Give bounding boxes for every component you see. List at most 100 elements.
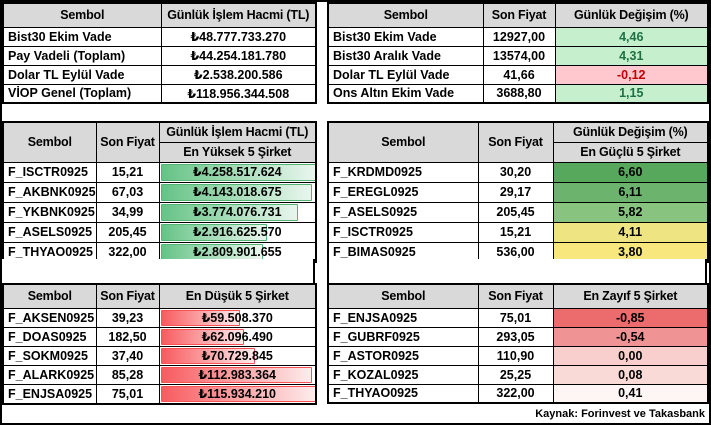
symbol-cell: F_KOZAL0925 bbox=[327, 364, 479, 385]
volume-bar-cell: ₺2.916.625.570 bbox=[158, 221, 317, 243]
change-cell: 6,11 bbox=[552, 181, 709, 203]
table-row: F_THYAO0925 322,00 0,41 bbox=[327, 383, 709, 404]
green-data-bar bbox=[160, 163, 315, 181]
change-cell: -0,85 bbox=[552, 307, 709, 328]
change-cell: 6,60 bbox=[552, 161, 709, 183]
table-row: F_ASELS0925 205,45 ₺2.916.625.570 bbox=[2, 221, 317, 243]
volume-bar-cell: ₺62.096.490 bbox=[158, 326, 317, 347]
volume-bar-cell: ₺115.934.210 bbox=[158, 383, 317, 404]
price-cell: 39,23 bbox=[95, 307, 160, 328]
volume-summary-table: Sembol Günlük İşlem Hacmi (TL) Bist30 Ek… bbox=[2, 2, 317, 104]
table-row: F_EREGL0925 29,17 6,11 bbox=[327, 181, 709, 203]
symbol-cell: F_ASELS0925 bbox=[327, 201, 479, 223]
symbol-cell: F_ASELS0925 bbox=[2, 221, 97, 243]
red-data-bar bbox=[160, 347, 256, 364]
symbol-cell: F_ISCTR0925 bbox=[327, 221, 479, 243]
col-header-change: Günlük Değişim (%) bbox=[552, 121, 709, 143]
volume-value: ₺62.096.490 bbox=[201, 329, 273, 344]
green-data-bar bbox=[160, 203, 299, 221]
red-data-bar bbox=[160, 309, 241, 326]
red-data-bar bbox=[160, 328, 244, 345]
price-cell: 322,00 bbox=[95, 241, 160, 263]
col-header-sembol: Sembol bbox=[2, 283, 97, 309]
volume-bar-cell: ₺3.774.076.731 bbox=[158, 201, 317, 223]
red-data-bar bbox=[160, 385, 315, 402]
symbol-cell: Bist30 Aralık Vade bbox=[327, 45, 484, 66]
col-header-lowest5: En Düşük 5 Şirket bbox=[158, 283, 317, 309]
symbol-cell: F_ENJSA0925 bbox=[327, 307, 479, 328]
volume-value: ₺3.774.076.731 bbox=[192, 205, 282, 219]
weakest-table: Sembol Son Fiyat En Zayıf 5 Şirket F_ENJ… bbox=[327, 283, 709, 404]
green-data-bar bbox=[160, 223, 268, 241]
header-row: Sembol Günlük İşlem Hacmi (TL) bbox=[2, 2, 317, 28]
col-header-price: Son Fiyat bbox=[477, 283, 554, 309]
symbol-cell: F_AKSEN0925 bbox=[2, 307, 97, 328]
volume-value: ₺4.143.018.675 bbox=[192, 185, 282, 199]
price-cell: 75,01 bbox=[95, 383, 160, 404]
symbol-cell: F_DOAS0925 bbox=[2, 326, 97, 347]
change-cell: 4,46 bbox=[554, 26, 709, 47]
col-header-weakest5: En Zayıf 5 Şirket bbox=[552, 283, 709, 309]
symbol-cell: F_THYAO0925 bbox=[327, 383, 479, 404]
symbol-cell: Bist30 Ekim Vade bbox=[2, 26, 162, 47]
symbol-cell: F_EREGL0925 bbox=[327, 181, 479, 203]
table-row: Dolar TL Eylül Vade ₺2.538.200.586 bbox=[2, 64, 317, 85]
table-row: F_KOZAL0925 25,25 0,08 bbox=[327, 364, 709, 385]
table-row: F_ENJSA0925 75,01 ₺115.934.210 bbox=[2, 383, 317, 404]
col-header-change: Günlük Değişim (%) bbox=[554, 2, 709, 28]
volume-value: ₺2.916.625.570 bbox=[192, 225, 282, 239]
table-row: F_ENJSA0925 75,01 -0,85 bbox=[327, 307, 709, 328]
symbol-cell: VİOP Genel (Toplam) bbox=[2, 83, 162, 104]
price-cell: 205,45 bbox=[477, 201, 554, 223]
volume-cell: ₺2.538.200.586 bbox=[160, 64, 317, 85]
col-header-volume: Günlük İşlem Hacmi (TL) bbox=[158, 121, 317, 143]
price-cell: 182,50 bbox=[95, 326, 160, 347]
volume-value: ₺70.729.845 bbox=[201, 348, 273, 363]
col-header-sembol: Sembol bbox=[327, 121, 479, 163]
change-cell: 0,08 bbox=[552, 364, 709, 385]
price-cell: 15,21 bbox=[477, 221, 554, 243]
col-subheader-top5: En Yüksek 5 Şirket bbox=[158, 141, 317, 163]
col-header-price: Son Fiyat bbox=[482, 2, 556, 28]
table-row: Ons Altın Ekim Vade 3688,80 1,15 bbox=[327, 83, 709, 104]
range-border-right bbox=[327, 259, 707, 285]
volume-cell: ₺48.777.733.270 bbox=[160, 26, 317, 47]
green-data-bar bbox=[160, 183, 312, 201]
price-cell: 205,45 bbox=[95, 221, 160, 243]
price-cell: 67,03 bbox=[95, 181, 160, 203]
price-cell: 37,40 bbox=[95, 345, 160, 366]
volume-value: ₺4.258.517.624 bbox=[192, 165, 282, 179]
change-summary-table: Sembol Son Fiyat Günlük Değişim (%) Bist… bbox=[327, 2, 709, 104]
table-row: F_ALARK0925 85,28 ₺112.983.364 bbox=[2, 364, 317, 385]
header-row: En Güçlü 5 Şirket bbox=[328, 141, 709, 163]
change-cell: 0,41 bbox=[552, 383, 709, 404]
price-cell: 30,20 bbox=[477, 161, 554, 183]
table-row: Bist30 Ekim Vade 12927,00 4,46 bbox=[327, 26, 709, 47]
table-row: F_ISCTR0925 15,21 ₺4.258.517.624 bbox=[2, 161, 317, 183]
volume-value: ₺59.508.370 bbox=[201, 310, 273, 325]
col-header-volume: Günlük İşlem Hacmi (TL) bbox=[160, 2, 317, 28]
col-header-sembol: Sembol bbox=[2, 2, 162, 28]
price-cell: 75,01 bbox=[477, 307, 554, 328]
col-header-price: Son Fiyat bbox=[95, 283, 160, 309]
change-cell: -0,12 bbox=[554, 64, 709, 85]
source-note: Kaynak: Forinvest ve Takasbank bbox=[535, 408, 705, 420]
price-cell: 12927,00 bbox=[482, 26, 556, 47]
symbol-cell: F_GUBRF0925 bbox=[327, 326, 479, 347]
red-data-bar bbox=[160, 366, 313, 383]
volume-cell: ₺44.254.181.780 bbox=[160, 45, 317, 66]
change-cell: 3,80 bbox=[552, 241, 709, 263]
price-cell: 110,90 bbox=[477, 345, 554, 366]
volume-cell: ₺118.956.344.508 bbox=[160, 83, 317, 104]
volume-bar-cell: ₺70.729.845 bbox=[158, 345, 317, 366]
symbol-cell: Pay Vadeli (Toplam) bbox=[2, 45, 162, 66]
change-cell: -0,54 bbox=[552, 326, 709, 347]
table-row: F_ISCTR0925 15,21 4,11 bbox=[327, 221, 709, 243]
price-cell: 293,05 bbox=[477, 326, 554, 347]
change-cell: 5,82 bbox=[552, 201, 709, 223]
price-cell: 322,00 bbox=[477, 383, 554, 404]
symbol-cell: Bist30 Ekim Vade bbox=[327, 26, 484, 47]
price-cell: 3688,80 bbox=[482, 83, 556, 104]
price-cell: 13574,00 bbox=[482, 45, 556, 66]
